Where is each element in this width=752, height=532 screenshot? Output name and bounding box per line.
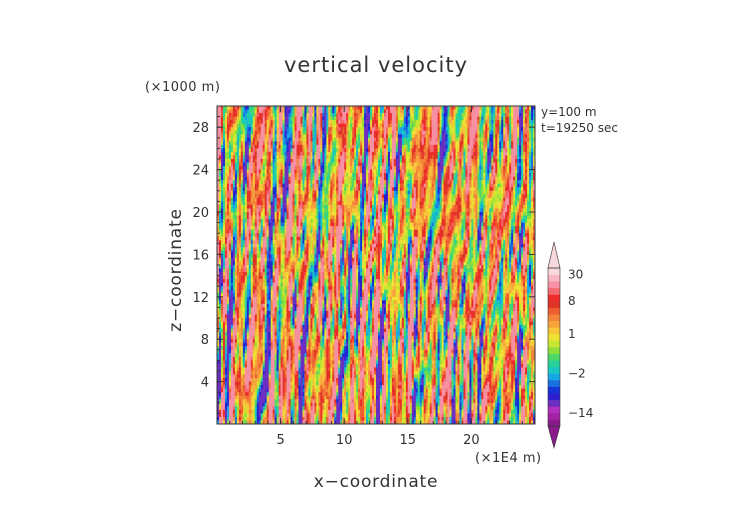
x-tick-label: 5 (276, 433, 284, 448)
colorbar-band (548, 268, 560, 275)
x-tick-label: 10 (336, 433, 353, 448)
colorbar: 30 8 1 −2 −14 (547, 241, 593, 450)
annotation-time: t=19250 sec (541, 121, 618, 135)
y-tick-label: 24 (192, 164, 209, 179)
y-axis-label: z−coordinate (166, 208, 186, 331)
colorbar-extend-low (547, 425, 561, 450)
colorbar-band (548, 281, 560, 289)
colorbar-label: 30 (568, 268, 583, 282)
colorbar-band (548, 314, 560, 322)
colorbar-band (548, 340, 560, 348)
y-tick-label: 4 (201, 376, 209, 391)
colorbar-frame (547, 267, 561, 427)
annotation-y-position: y=100 m (541, 105, 597, 119)
y-tick-label: 8 (201, 333, 209, 348)
chart-title: vertical velocity (284, 53, 468, 77)
colorbar-band (548, 320, 560, 328)
colorbar-band (548, 274, 560, 282)
colorbar-band (548, 393, 560, 401)
colorbar-band (548, 379, 560, 387)
colorbar-extend-high (547, 241, 561, 269)
colorbar-label: −14 (568, 406, 593, 420)
colorbar-band (548, 294, 560, 302)
colorbar-band (548, 406, 560, 414)
x-tick-label: 20 (463, 433, 480, 448)
x-axis-label: x−coordinate (314, 472, 439, 492)
heatmap-field (217, 106, 535, 424)
colorbar-label: 8 (568, 294, 576, 308)
colorbar-band (548, 360, 560, 368)
colorbar-label: −2 (568, 366, 586, 380)
colorbar-band (548, 412, 560, 420)
y-unit-label: (×1000 m) (145, 80, 220, 95)
x-tick-label: 15 (400, 433, 417, 448)
colorbar-band (548, 353, 560, 361)
y-tick-label: 12 (192, 291, 209, 306)
colorbar-band (548, 333, 560, 341)
colorbar-band (548, 307, 560, 315)
colorbar-band (548, 419, 560, 427)
colorbar-band (548, 373, 560, 381)
y-tick-label: 20 (192, 206, 209, 221)
x-unit-label: (×1E4 m) (475, 451, 542, 466)
colorbar-band (548, 366, 560, 374)
colorbar-band (548, 347, 560, 354)
y-tick-label: 16 (192, 248, 209, 263)
y-tick-label: 28 (192, 121, 209, 136)
colorbar-band (548, 327, 560, 335)
colorbar-label: 1 (568, 327, 576, 341)
y-axis: 4 8 12 16 20 24 28 (192, 116, 535, 414)
x-axis: 5 10 15 20 (229, 106, 523, 448)
colorbar-band (548, 399, 560, 407)
colorbar-band (548, 287, 560, 295)
colorbar-band (548, 386, 560, 394)
colorbar-band (548, 300, 560, 308)
